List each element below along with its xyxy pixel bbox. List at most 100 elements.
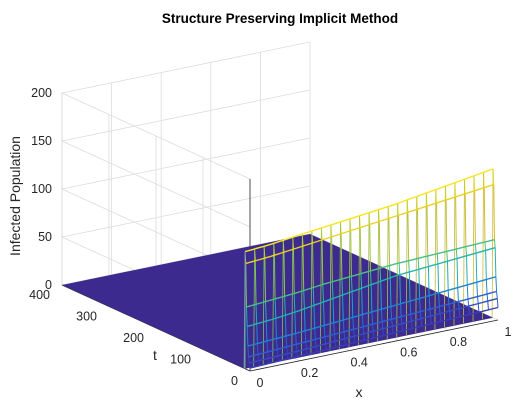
mesh-column-segment [370, 284, 373, 312]
mesh-column-segment [456, 258, 459, 288]
mesh-column-segment [436, 253, 439, 264]
y-axis-label: t [153, 347, 157, 363]
mesh-profile-line [246, 239, 495, 308]
t-tick-label: 400 [29, 288, 50, 302]
mesh-column-segment [408, 271, 411, 302]
mesh-column-segment [284, 296, 286, 316]
mesh-column-segment [408, 260, 410, 273]
mesh-column-segment [494, 247, 497, 277]
mesh-column-segment [439, 313, 442, 322]
mesh-column-segment [312, 242, 314, 288]
mesh-column-segment [371, 311, 374, 325]
mesh-drop-line [291, 237, 294, 359]
mesh-column-segment [322, 301, 325, 326]
mesh-column-segment [276, 349, 279, 357]
mesh-column-segment [467, 299, 470, 307]
mesh-profile-line [247, 276, 497, 347]
mesh-column-segment [267, 358, 270, 364]
mesh-column-segment [285, 335, 288, 347]
mesh-drop-line [253, 248, 256, 367]
mesh-column-segment [312, 287, 315, 306]
mesh-column-segment [378, 221, 381, 269]
mesh-column-segment [381, 321, 384, 329]
mesh-drop-line [424, 193, 427, 332]
mesh-column-segment [496, 291, 498, 299]
mesh-column-segment [417, 258, 420, 270]
mesh-column-segment [314, 328, 316, 340]
mesh-column-segment [265, 301, 267, 322]
mesh-column-segment [273, 255, 276, 299]
mesh-column-segment [464, 193, 467, 247]
mesh-column-segment [429, 309, 432, 317]
mesh-column-segment [256, 323, 258, 344]
mesh-column-segment [409, 301, 412, 315]
mesh-column-segment [380, 281, 382, 310]
mesh-profile-line [244, 168, 494, 253]
mesh-column-segment [457, 287, 459, 302]
mesh-column-segment [389, 277, 392, 307]
mesh-column-segment [295, 333, 297, 345]
mesh-drop-line [386, 206, 389, 339]
mesh-drop-line [348, 218, 351, 347]
mesh-column-segment [257, 354, 260, 361]
x-tick-label: 0.8 [450, 335, 467, 349]
mesh-column-segment [496, 298, 499, 308]
mesh-column-segment [248, 356, 250, 364]
mesh-column-segment [428, 295, 431, 310]
mesh-column-segment [334, 341, 337, 348]
mesh-column-segment [465, 246, 468, 256]
mesh-column-segment [353, 336, 356, 343]
mesh-column-segment [391, 319, 393, 327]
mesh-column-segment [484, 241, 487, 251]
mesh-column-segment [474, 190, 476, 245]
mesh-column-segment [265, 321, 268, 342]
mesh-column-segment [315, 346, 318, 352]
mesh-drop-line [262, 246, 265, 365]
mesh-column-segment [369, 224, 371, 271]
chart-title: Structure Preserving Implicit Method [162, 11, 398, 26]
mesh-drop-line [415, 196, 418, 334]
mesh-column-segment [466, 284, 469, 300]
mesh-column-segment [493, 184, 495, 240]
mesh-column-segment [476, 282, 479, 297]
mesh-column-segment [427, 266, 430, 296]
mesh-column-segment [283, 252, 286, 297]
mesh-column-segment [446, 251, 448, 262]
mesh-column-segment [323, 325, 326, 337]
mesh-column-segment [284, 315, 287, 336]
mesh-drop-line [482, 172, 484, 320]
mesh-column-segment [352, 317, 355, 330]
mesh-column-segment [487, 301, 489, 310]
mesh-drop-line [339, 221, 341, 349]
mesh-column-segment [493, 239, 496, 248]
mesh-column-segment [382, 328, 385, 336]
mesh-column-segment [306, 348, 308, 355]
mesh-drop-line [453, 182, 456, 326]
mesh-column-segment [359, 227, 362, 274]
mesh-column-segment [362, 326, 365, 334]
mesh-column-segment [372, 324, 374, 332]
mesh-column-segment [410, 321, 413, 329]
mesh-column-segment [267, 351, 269, 359]
mesh-drop-line [329, 224, 332, 351]
mesh-column-segment [266, 340, 269, 352]
mesh-column-segment [399, 274, 402, 304]
mesh-column-segment [256, 343, 259, 355]
mesh-column-segment [475, 253, 478, 283]
mesh-column-segment [333, 322, 335, 335]
mesh-column-segment [286, 353, 289, 359]
mesh-column-segment [457, 301, 460, 309]
mesh-column-segment [419, 311, 422, 319]
mesh-column-segment [437, 263, 440, 294]
x-tick-label: 0.4 [351, 356, 368, 370]
mesh-column-segment [447, 290, 450, 305]
t-tick-label: 100 [170, 353, 191, 367]
mesh-drop-line [396, 203, 399, 337]
mesh-column-segment [466, 255, 468, 285]
mesh-column-segment [331, 281, 334, 299]
x-tick-label: 1 [505, 325, 512, 339]
mesh-column-segment [436, 203, 438, 254]
mesh-column-segment [438, 292, 440, 307]
mesh-drop-line [444, 186, 446, 328]
